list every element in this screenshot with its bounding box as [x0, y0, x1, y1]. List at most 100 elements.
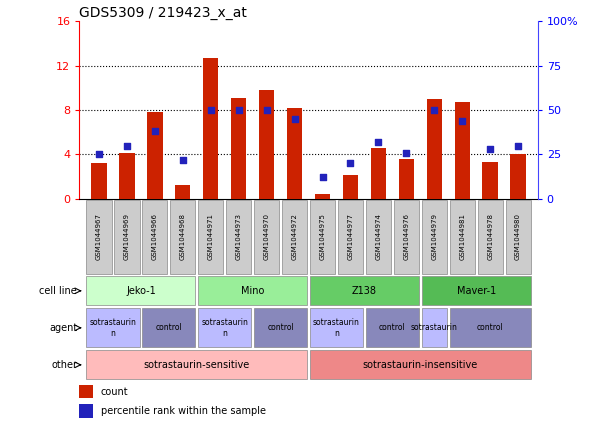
FancyBboxPatch shape — [310, 350, 531, 379]
FancyBboxPatch shape — [310, 276, 419, 305]
FancyBboxPatch shape — [338, 200, 363, 274]
FancyBboxPatch shape — [422, 276, 531, 305]
Text: GSM1044971: GSM1044971 — [208, 213, 214, 261]
Text: GSM1044975: GSM1044975 — [320, 214, 326, 260]
Bar — [203, 58, 219, 199]
Text: Jeko-1: Jeko-1 — [126, 286, 156, 296]
Bar — [343, 176, 358, 199]
Text: GSM1044969: GSM1044969 — [124, 213, 130, 261]
Text: GSM1044978: GSM1044978 — [487, 213, 493, 261]
Point — [290, 115, 299, 122]
FancyBboxPatch shape — [282, 200, 307, 274]
Bar — [119, 153, 134, 199]
Bar — [510, 154, 526, 199]
Text: GSM1044976: GSM1044976 — [403, 213, 409, 261]
Text: GSM1044966: GSM1044966 — [152, 213, 158, 261]
FancyBboxPatch shape — [310, 200, 335, 274]
Text: sotrastaurin
n: sotrastaurin n — [313, 318, 360, 338]
Text: cell line: cell line — [39, 286, 77, 296]
Text: control: control — [477, 323, 503, 332]
Point — [373, 139, 383, 146]
FancyBboxPatch shape — [170, 200, 196, 274]
Bar — [315, 195, 330, 199]
Bar — [79, 404, 93, 418]
FancyBboxPatch shape — [366, 200, 391, 274]
FancyBboxPatch shape — [505, 200, 531, 274]
FancyBboxPatch shape — [114, 200, 139, 274]
Text: count: count — [101, 387, 128, 397]
Point — [234, 107, 244, 113]
Text: control: control — [379, 323, 406, 332]
Bar — [426, 99, 442, 199]
Bar — [398, 159, 414, 199]
Text: sotrastaurin: sotrastaurin — [411, 323, 458, 332]
Bar — [287, 108, 302, 199]
Bar — [259, 90, 274, 199]
FancyBboxPatch shape — [86, 200, 112, 274]
Text: GSM1044972: GSM1044972 — [291, 214, 298, 260]
FancyBboxPatch shape — [86, 350, 307, 379]
Point — [346, 160, 356, 167]
FancyBboxPatch shape — [142, 308, 196, 347]
Bar — [231, 98, 246, 199]
Point — [401, 149, 411, 156]
Point — [178, 157, 188, 163]
Text: Mino: Mino — [241, 286, 265, 296]
Bar — [147, 112, 163, 199]
Text: control: control — [267, 323, 294, 332]
Text: Z138: Z138 — [352, 286, 377, 296]
FancyBboxPatch shape — [226, 200, 251, 274]
Text: sotrastaurin
n: sotrastaurin n — [201, 318, 248, 338]
FancyBboxPatch shape — [142, 200, 167, 274]
Point — [430, 107, 439, 113]
FancyBboxPatch shape — [393, 200, 419, 274]
FancyBboxPatch shape — [450, 308, 531, 347]
Bar — [175, 185, 191, 199]
Text: GSM1044981: GSM1044981 — [459, 213, 465, 261]
Text: percentile rank within the sample: percentile rank within the sample — [101, 406, 266, 416]
Text: GSM1044968: GSM1044968 — [180, 213, 186, 261]
Point — [122, 142, 132, 149]
Text: GSM1044980: GSM1044980 — [515, 213, 521, 261]
Text: sotrastaurin
n: sotrastaurin n — [90, 318, 136, 338]
Point — [94, 151, 104, 158]
Text: agent: agent — [49, 323, 77, 333]
Text: GSM1044973: GSM1044973 — [236, 213, 242, 261]
FancyBboxPatch shape — [366, 308, 419, 347]
Text: sotrastaurin-insensitive: sotrastaurin-insensitive — [363, 360, 478, 370]
Text: Maver-1: Maver-1 — [456, 286, 496, 296]
FancyBboxPatch shape — [198, 276, 307, 305]
Point — [458, 117, 467, 124]
Text: GSM1044967: GSM1044967 — [96, 213, 102, 261]
Bar — [483, 162, 498, 199]
Bar — [455, 102, 470, 199]
FancyBboxPatch shape — [478, 200, 503, 274]
Point — [262, 107, 271, 113]
FancyBboxPatch shape — [450, 200, 475, 274]
Text: sotrastaurin-sensitive: sotrastaurin-sensitive — [144, 360, 250, 370]
FancyBboxPatch shape — [310, 308, 363, 347]
Point — [206, 107, 216, 113]
FancyBboxPatch shape — [198, 308, 251, 347]
FancyBboxPatch shape — [86, 276, 196, 305]
Point — [513, 142, 523, 149]
Point — [318, 174, 327, 181]
Text: GSM1044979: GSM1044979 — [431, 213, 437, 261]
Bar — [79, 385, 93, 398]
Text: other: other — [51, 360, 77, 370]
FancyBboxPatch shape — [198, 200, 224, 274]
Text: GSM1044974: GSM1044974 — [375, 214, 381, 260]
Bar — [91, 163, 107, 199]
Point — [485, 146, 495, 152]
Text: GSM1044977: GSM1044977 — [348, 213, 354, 261]
FancyBboxPatch shape — [86, 308, 139, 347]
Text: GDS5309 / 219423_x_at: GDS5309 / 219423_x_at — [79, 6, 247, 20]
Text: GSM1044970: GSM1044970 — [263, 213, 269, 261]
Point — [150, 128, 159, 135]
FancyBboxPatch shape — [254, 200, 279, 274]
Bar — [371, 148, 386, 199]
FancyBboxPatch shape — [422, 200, 447, 274]
FancyBboxPatch shape — [254, 308, 307, 347]
FancyBboxPatch shape — [422, 308, 447, 347]
Text: control: control — [155, 323, 182, 332]
